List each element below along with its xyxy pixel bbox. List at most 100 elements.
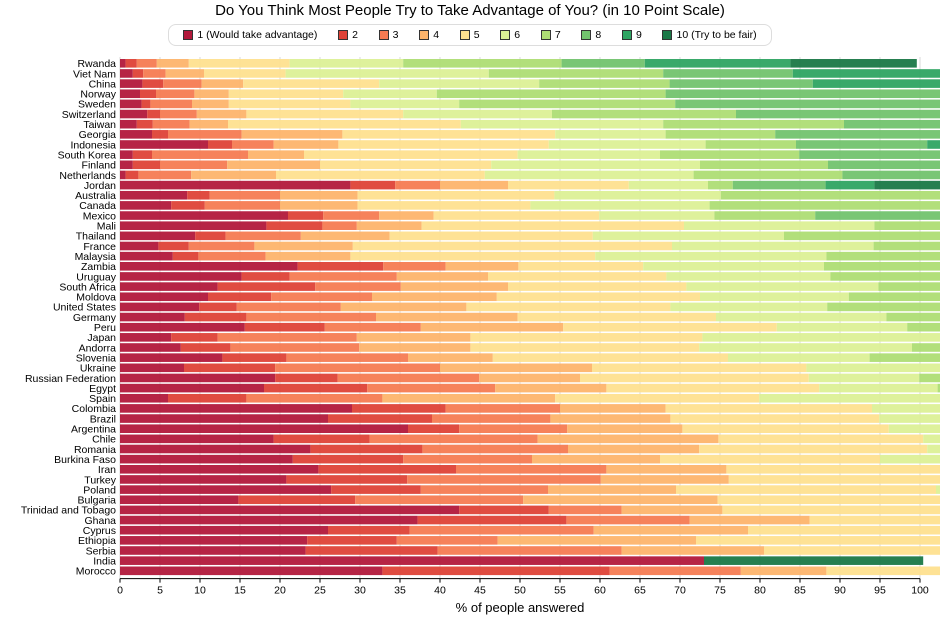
bar-segment xyxy=(517,150,660,159)
bar-segment xyxy=(357,201,531,210)
bar-segment xyxy=(191,170,276,180)
bar-segment xyxy=(132,150,152,159)
y-tick-label: Iran xyxy=(98,464,116,476)
y-tick-label: Brazil xyxy=(90,413,116,425)
y-tick-label: Ukraine xyxy=(80,363,116,375)
bar-segment xyxy=(886,312,940,322)
bar-segment xyxy=(523,495,718,505)
bar-segment xyxy=(389,231,593,241)
bar-segment xyxy=(297,262,384,271)
y-tick-label: Peru xyxy=(94,322,116,334)
bar-segment xyxy=(132,69,144,78)
bar-segment xyxy=(324,322,421,332)
bar-segment xyxy=(460,119,664,129)
bar-segment xyxy=(350,180,396,190)
x-tick-label: 10 xyxy=(194,585,206,597)
bar-segment xyxy=(136,59,157,68)
x-tick-label: 90 xyxy=(834,585,846,597)
bar-segment xyxy=(748,525,940,535)
legend-item: 10 (Try to be fair) xyxy=(662,29,757,41)
bar-segment xyxy=(120,373,276,383)
bar-segment xyxy=(138,170,192,180)
y-tick-label: Malaysia xyxy=(75,251,117,263)
bar-segment xyxy=(120,119,137,129)
bar-segment xyxy=(560,404,666,413)
bar-segment xyxy=(684,221,875,230)
legend-swatch xyxy=(459,30,470,40)
bar-segment xyxy=(208,292,272,302)
bar-segment xyxy=(826,251,940,261)
bar-segment xyxy=(342,130,556,139)
bar-segment xyxy=(376,312,518,322)
bar-segment xyxy=(844,119,940,129)
bar-segment xyxy=(246,393,383,403)
y-tick-label: India xyxy=(93,555,116,567)
bar-segment xyxy=(120,434,274,444)
bar-segment xyxy=(120,69,133,78)
bar-segment xyxy=(379,211,434,220)
bar-segment xyxy=(199,302,237,312)
y-tick-label: Taiwan xyxy=(83,119,116,131)
bar-segment xyxy=(728,353,870,362)
x-tick-label: 40 xyxy=(434,585,446,597)
bar-segment xyxy=(152,130,168,139)
legend-item: 1 (Would take advantage) xyxy=(183,29,317,41)
legend: 1 (Would take advantage) 2 3 4 5 6 7 8 9 10 (Try … xyxy=(168,24,772,46)
bar-segment xyxy=(825,180,875,190)
bar-segment xyxy=(433,211,600,220)
bar-segment xyxy=(120,201,172,210)
x-tick-label: 50 xyxy=(514,585,526,597)
bar-segment xyxy=(310,444,423,454)
bar-segment xyxy=(705,140,796,149)
x-tick-label: 5 xyxy=(157,585,163,597)
bar-segment xyxy=(120,292,208,302)
bar-segment xyxy=(180,343,231,352)
bar-segment xyxy=(120,465,319,474)
bar-segment xyxy=(120,272,242,281)
bar-segment xyxy=(120,231,196,241)
bar-segment xyxy=(147,109,160,119)
bar-segment xyxy=(595,251,827,261)
bar-segment xyxy=(508,180,629,190)
bar-segment xyxy=(171,333,218,342)
bar-segment xyxy=(367,383,496,393)
bar-segment xyxy=(592,231,784,241)
bar-segment xyxy=(466,302,671,312)
y-tick-label: Jordan xyxy=(84,180,116,192)
bar-segment xyxy=(286,353,408,362)
bar-segment xyxy=(728,475,940,484)
bar-segment xyxy=(790,59,917,68)
legend-swatch xyxy=(183,30,194,40)
bar-segment xyxy=(280,201,358,210)
legend-swatch xyxy=(621,30,632,40)
bar-segment xyxy=(150,99,192,109)
bar-segment xyxy=(878,282,940,291)
bar-segment xyxy=(209,190,280,200)
bar-segment xyxy=(759,393,940,403)
bar-segment xyxy=(120,89,140,99)
bar-segment xyxy=(720,190,940,200)
bar-segment xyxy=(644,59,791,68)
bar-segment xyxy=(879,414,940,423)
y-tick-label: Thailand xyxy=(76,231,116,243)
bar-segment xyxy=(676,485,936,494)
legend-item: 7 xyxy=(540,29,561,41)
bar-segment xyxy=(518,262,644,271)
bar-segment xyxy=(188,241,255,251)
bar-segment xyxy=(254,241,353,251)
bar-segment xyxy=(670,414,880,423)
bar-segment xyxy=(120,414,328,423)
legend-swatch xyxy=(540,30,551,40)
bar-segment xyxy=(784,231,940,241)
bar-segment xyxy=(716,312,887,322)
legend-item: 6 xyxy=(500,29,520,41)
bar-segment xyxy=(492,353,728,362)
bar-segment xyxy=(666,272,831,281)
x-tick-label: 15 xyxy=(234,585,246,597)
bar-segment xyxy=(194,89,229,99)
bar-segment xyxy=(275,363,440,373)
bar-segment xyxy=(718,434,924,444)
bar-segment xyxy=(488,69,664,78)
bar-segment xyxy=(552,109,736,119)
bar-segment xyxy=(120,515,418,525)
